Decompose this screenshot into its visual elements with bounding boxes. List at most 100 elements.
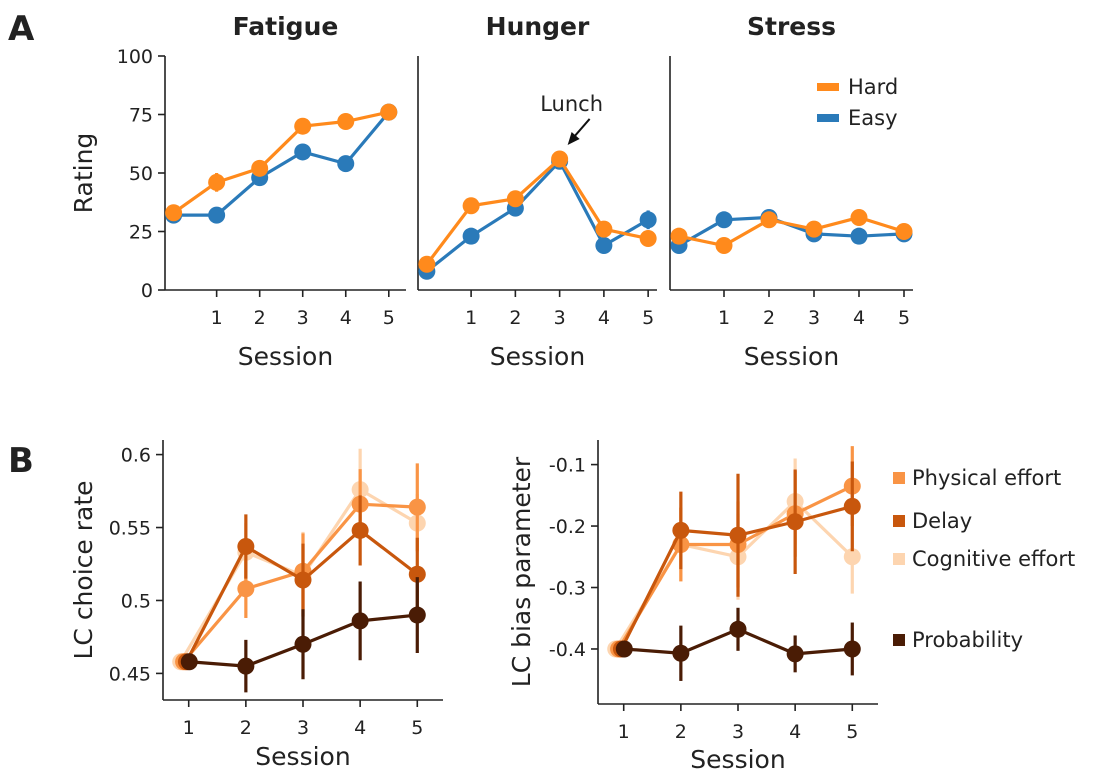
panel-label-a: A xyxy=(8,9,35,49)
legend-label: Physical effort xyxy=(912,466,1061,490)
data-point xyxy=(595,237,613,255)
data-point xyxy=(351,612,369,630)
x-tick-label: 2 xyxy=(763,307,775,329)
data-point xyxy=(895,223,913,240)
data-point xyxy=(237,657,255,675)
x-axis-label: Session xyxy=(490,342,585,371)
data-point xyxy=(615,640,633,658)
data-point xyxy=(294,571,312,589)
x-axis-label: Session xyxy=(255,742,350,771)
x-tick-label: 2 xyxy=(675,721,687,743)
chart-3: Stress 1 2 3 4 5 Session Hard Easy xyxy=(669,12,913,371)
x-tick-label: 2 xyxy=(254,307,266,329)
data-point xyxy=(237,537,255,555)
annotation-arrow-head xyxy=(567,131,580,145)
x-tick-label: 5 xyxy=(642,307,654,329)
data-point xyxy=(786,513,804,531)
series-line xyxy=(425,159,649,273)
series-line xyxy=(678,215,905,248)
chart-title: Fatigue xyxy=(233,12,339,41)
data-point xyxy=(715,211,733,229)
data-point xyxy=(237,580,255,598)
series-line xyxy=(172,110,390,215)
y-axis-label: Rating xyxy=(69,133,98,214)
data-point xyxy=(251,159,269,177)
x-tick-label: 1 xyxy=(618,721,630,743)
data-point xyxy=(294,635,312,653)
series-line xyxy=(173,111,391,217)
legend-label: Easy xyxy=(848,106,898,130)
x-tick-label: 3 xyxy=(297,717,309,739)
y-tick-label: -0.4 xyxy=(549,639,586,661)
series-hard xyxy=(418,150,657,273)
data-point xyxy=(380,103,398,121)
x-tick-label: 3 xyxy=(732,721,744,743)
x-tick-label: 3 xyxy=(297,307,309,329)
data-point xyxy=(805,220,823,238)
data-point xyxy=(843,640,861,658)
data-point xyxy=(639,211,657,229)
data-point xyxy=(337,155,355,173)
x-axis-label: Session xyxy=(744,342,839,371)
series-line xyxy=(425,157,649,266)
x-tick-label: 5 xyxy=(846,721,858,743)
data-point xyxy=(418,255,436,273)
data-point xyxy=(462,197,480,215)
legend-label: Delay xyxy=(912,509,972,533)
chart-4: 0.45 0.5 0.55 0.6 1 2 3 4 5 Session LC choice rate xyxy=(69,440,443,771)
y-tick-label: 0 xyxy=(141,280,153,302)
x-tick-label: 4 xyxy=(354,717,366,739)
data-point xyxy=(408,498,426,516)
data-point xyxy=(294,143,312,161)
x-tick-label: 1 xyxy=(211,307,223,329)
x-axis-label: Session xyxy=(238,342,333,371)
data-point xyxy=(729,620,747,638)
data-point xyxy=(729,526,747,544)
data-point xyxy=(180,653,198,671)
x-tick-label: 5 xyxy=(898,307,910,329)
x-tick-label: 4 xyxy=(789,721,801,743)
panel-label-b: B xyxy=(8,441,34,481)
data-point xyxy=(672,521,690,539)
y-tick-label: -0.2 xyxy=(549,516,586,538)
data-point xyxy=(850,227,868,245)
data-point xyxy=(506,190,524,208)
x-tick-label: 4 xyxy=(853,307,865,329)
data-point xyxy=(843,548,861,566)
data-point xyxy=(408,606,426,624)
legend-label: Probability xyxy=(912,628,1023,652)
data-point xyxy=(408,565,426,583)
y-axis-label: LC choice rate xyxy=(69,480,98,659)
series-hard xyxy=(165,103,398,222)
series-probability xyxy=(615,607,861,681)
y-tick-label: 25 xyxy=(129,222,153,244)
series-hard xyxy=(670,208,913,255)
data-point xyxy=(595,220,613,238)
x-tick-label: 5 xyxy=(411,717,423,739)
data-point xyxy=(165,204,183,222)
x-tick-label: 2 xyxy=(509,307,521,329)
y-axis-label: LC bias parameter xyxy=(507,456,536,687)
x-tick-label: 4 xyxy=(598,307,610,329)
y-tick-label: -0.1 xyxy=(549,455,586,477)
data-point xyxy=(208,206,226,224)
x-tick-label: 1 xyxy=(718,307,730,329)
data-point xyxy=(294,117,312,135)
chart-5: -0.4 -0.3 -0.2 -0.1 1 2 3 4 5 Session LC bias para… xyxy=(507,440,1075,774)
chart-1: Fatigue 0 25 50 75 100 1 2 3 4 5 Session Rating xyxy=(69,12,406,371)
legend-swatch xyxy=(893,472,905,484)
chart-2: Hunger 1 2 3 4 5 Session Lunch xyxy=(417,12,657,371)
data-point xyxy=(715,237,733,255)
data-point xyxy=(786,645,804,663)
data-point xyxy=(639,230,657,248)
legend: Physical effort Delay Cognitive effort Prob… xyxy=(893,466,1075,652)
data-point xyxy=(670,227,688,245)
series-probability xyxy=(180,577,426,693)
legend-swatch xyxy=(817,83,839,91)
y-tick-label: 100 xyxy=(117,46,153,68)
y-tick-label: 0.6 xyxy=(121,445,151,467)
data-point xyxy=(208,173,226,191)
data-point xyxy=(462,227,480,245)
